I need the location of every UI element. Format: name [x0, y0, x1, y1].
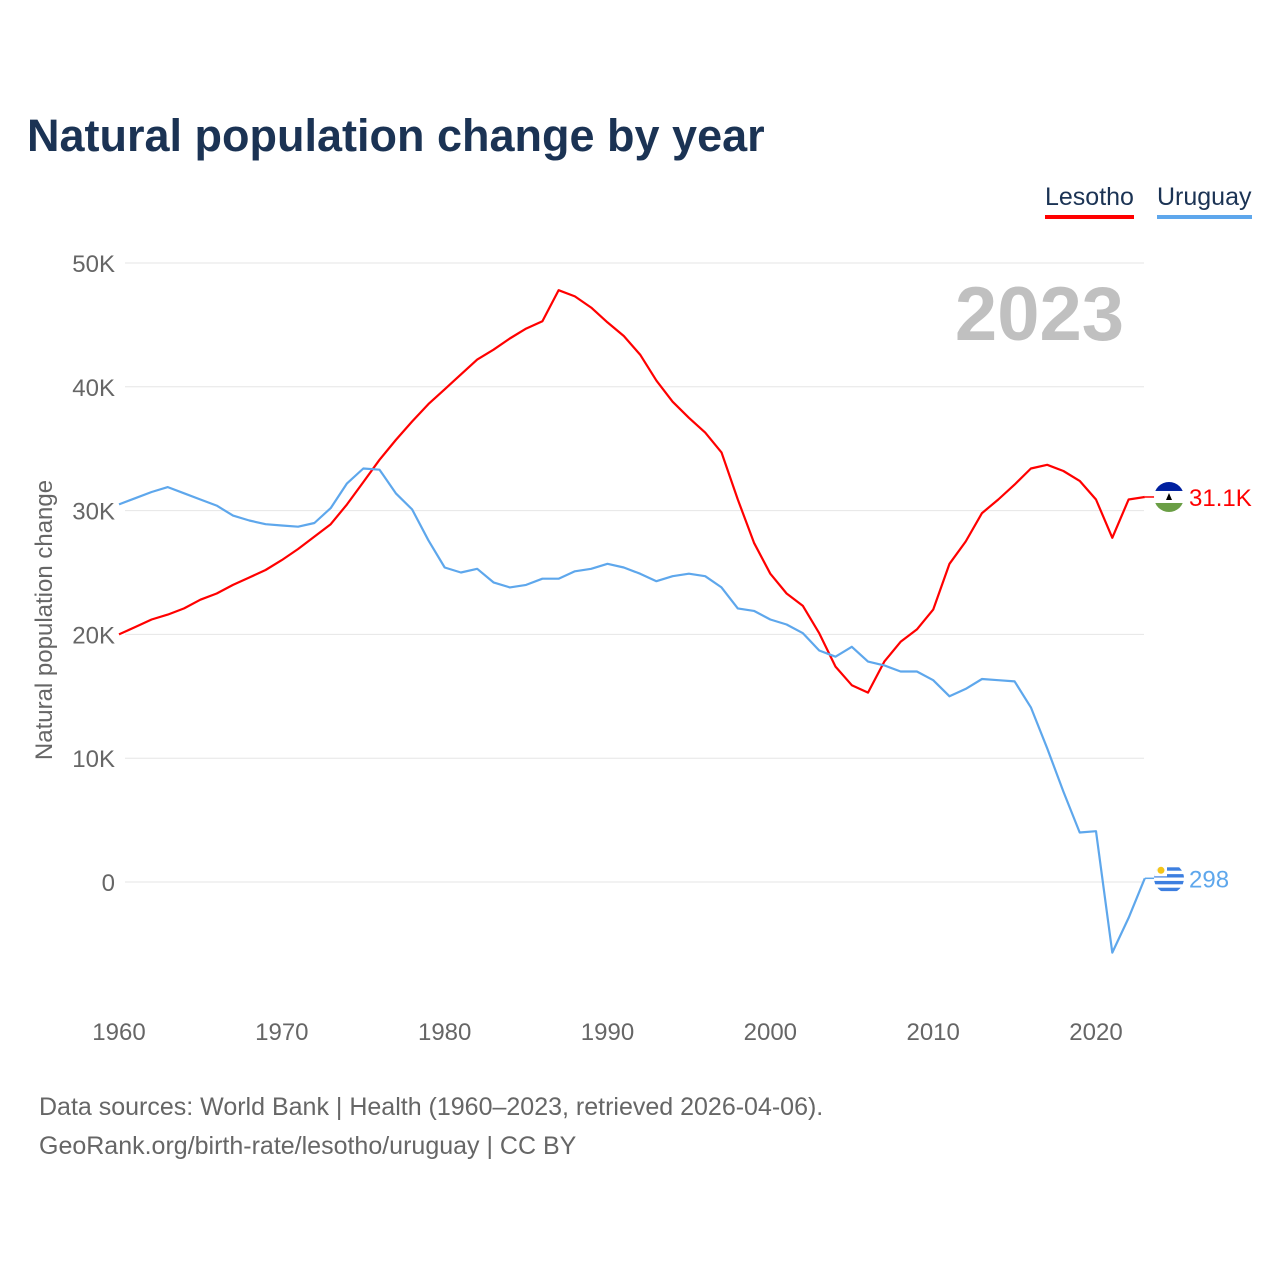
series-line-lesotho: [118, 289, 1145, 694]
legend-lesotho[interactable]: Lesotho: [1045, 183, 1134, 219]
y-tick-label: 10K: [72, 746, 115, 773]
y-tick-label: 40K: [72, 375, 115, 402]
series-line-uruguay: [118, 467, 1146, 954]
x-tick-label: 1960: [92, 1019, 145, 1046]
flag-uruguay-icon: [1154, 863, 1184, 894]
x-tick-label: 2010: [906, 1019, 959, 1046]
x-tick-label: 2000: [744, 1019, 797, 1046]
source-line: Data sources: World Bank | Health (1960–…: [39, 1093, 824, 1121]
x-tick-label: 1990: [581, 1019, 634, 1046]
legend-uruguay[interactable]: Uruguay: [1157, 183, 1252, 219]
flag-lesotho-icon: [1154, 481, 1184, 512]
y-tick-label: 20K: [72, 622, 115, 649]
chart-title: Natural population change by year: [27, 110, 765, 161]
end-value-label: 298: [1189, 866, 1229, 893]
y-tick-label: 30K: [72, 499, 115, 526]
y-tick-label: 0: [102, 870, 115, 897]
x-tick-label: 2020: [1069, 1019, 1122, 1046]
source-note: Data sources: World Bank | Health (1960–…: [39, 1088, 823, 1166]
y-axis-label: Natural population change: [31, 480, 58, 760]
year-watermark: 2023: [955, 272, 1124, 357]
y-tick-label: 50K: [72, 251, 115, 278]
source-url[interactable]: GeoRank.org/birth-rate/lesotho/uruguay |…: [39, 1132, 577, 1160]
x-tick-label: 1970: [255, 1019, 308, 1046]
end-value-label: 31.1K: [1189, 485, 1252, 512]
x-tick-label: 1980: [418, 1019, 471, 1046]
